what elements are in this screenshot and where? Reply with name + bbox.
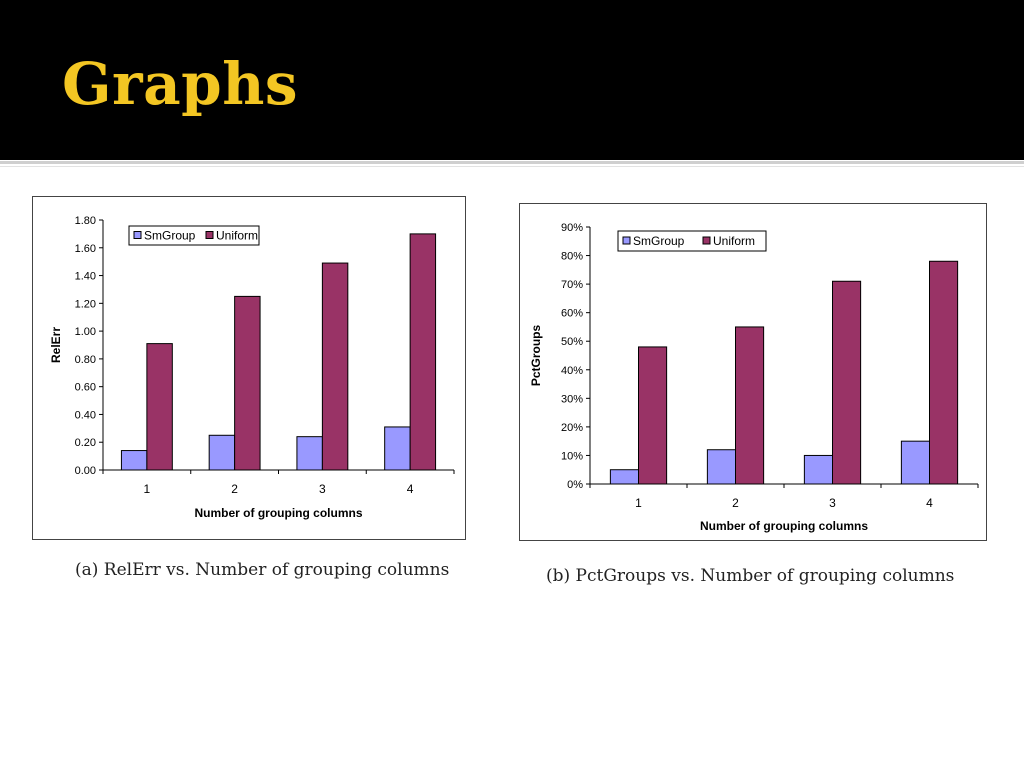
y-tick-label: 30% bbox=[561, 393, 583, 405]
bar-smgroup-1 bbox=[120, 450, 148, 471]
x-tick-label: 4 bbox=[407, 482, 414, 496]
legend-label-smgroup: SmGroup bbox=[144, 229, 196, 243]
y-tick-label: 0.20 bbox=[75, 437, 96, 449]
y-tick-label: 10% bbox=[561, 450, 583, 462]
slide-title: Graphs bbox=[62, 50, 299, 118]
x-tick-label: 2 bbox=[732, 496, 739, 510]
x-tick-label: 1 bbox=[635, 496, 642, 510]
bar-smgroup-2 bbox=[706, 449, 736, 485]
bar-uniform-2 bbox=[234, 295, 261, 471]
chart-panel-relerr: 0.00 0.20 0.40 0.60 0.80 1.00 1.20 1.40 1.60 1.80… bbox=[32, 196, 466, 540]
relerr-bar-chart: 0.00 0.20 0.40 0.60 0.80 1.00 1.20 1.40 1.60 1.80… bbox=[49, 215, 455, 520]
bar-uniform-4 bbox=[929, 260, 959, 485]
y-tick-label: 1.60 bbox=[75, 243, 96, 255]
header-divider bbox=[0, 161, 1024, 164]
chart-caption-pctgroups: (b) PctGroups vs. Number of grouping col… bbox=[546, 566, 955, 586]
x-tick-label: 4 bbox=[926, 496, 933, 510]
bar-smgroup-3 bbox=[296, 436, 323, 471]
bar-smgroup-4 bbox=[384, 426, 411, 471]
bar-uniform-3 bbox=[321, 262, 349, 471]
y-tick-label: 40% bbox=[561, 365, 583, 377]
legend-box bbox=[617, 230, 767, 252]
x-axis-label: Number of grouping columns bbox=[700, 519, 868, 533]
bar-uniform-2 bbox=[735, 326, 765, 485]
chart-caption-relerr: (a) RelErr vs. Number of grouping column… bbox=[75, 560, 450, 580]
y-tick-label: 0% bbox=[567, 479, 583, 491]
bar-smgroup-1 bbox=[609, 469, 640, 485]
bar-smgroup-4 bbox=[900, 440, 930, 485]
legend-swatch-smgroup bbox=[133, 231, 142, 239]
y-tick-label: 1.00 bbox=[75, 326, 96, 338]
y-tick-label: 1.80 bbox=[75, 215, 96, 227]
bar-smgroup-2 bbox=[208, 434, 236, 471]
y-tick-label: 70% bbox=[561, 279, 583, 291]
y-tick-label: 80% bbox=[561, 251, 583, 263]
y-tick-label: 90% bbox=[561, 222, 583, 234]
bar-uniform-1 bbox=[146, 343, 173, 471]
legend-swatch-uniform bbox=[702, 236, 711, 245]
header-divider-thin bbox=[0, 166, 1024, 167]
x-tick-label: 3 bbox=[319, 482, 326, 496]
bar-uniform-4 bbox=[409, 233, 437, 471]
y-tick-label: 60% bbox=[561, 308, 583, 320]
chart-panel-pctgroups: 0% 10% 20% 30% 40% 50% 60% 70% 80% 90% 1 2 3 4 Number … bbox=[519, 203, 987, 541]
legend-box bbox=[128, 225, 260, 246]
legend-label-uniform: Uniform bbox=[216, 229, 258, 243]
y-axis-label: PctGroups bbox=[529, 325, 543, 387]
y-axis-label: RelErr bbox=[49, 327, 63, 363]
legend-label-smgroup: SmGroup bbox=[633, 234, 685, 248]
bar-smgroup-3 bbox=[803, 454, 833, 485]
y-tick-label: 1.20 bbox=[75, 298, 96, 310]
y-tick-label: 0.00 bbox=[75, 465, 96, 477]
x-tick-label: 3 bbox=[829, 496, 836, 510]
y-tick-label: 0.40 bbox=[75, 409, 96, 421]
y-tick-label: 0.80 bbox=[75, 354, 96, 366]
legend-swatch-smgroup bbox=[622, 236, 631, 245]
bar-uniform-1 bbox=[638, 346, 668, 485]
bar-uniform-3 bbox=[832, 280, 862, 485]
x-axis-label: Number of grouping columns bbox=[195, 506, 363, 520]
y-tick-label: 50% bbox=[561, 336, 583, 348]
y-tick-label: 1.40 bbox=[75, 271, 96, 283]
legend-label-uniform: Uniform bbox=[713, 234, 755, 248]
legend-swatch-uniform bbox=[205, 231, 214, 239]
slide-header: Graphs bbox=[0, 0, 1024, 160]
y-tick-label: 20% bbox=[561, 422, 583, 434]
pctgroups-bar-chart: 0% 10% 20% 30% 40% 50% 60% 70% 80% 90% 1 2 3 4 Number … bbox=[529, 222, 979, 533]
y-tick-label: 0.60 bbox=[75, 382, 96, 394]
x-tick-label: 1 bbox=[144, 482, 151, 496]
x-tick-label: 2 bbox=[231, 482, 238, 496]
